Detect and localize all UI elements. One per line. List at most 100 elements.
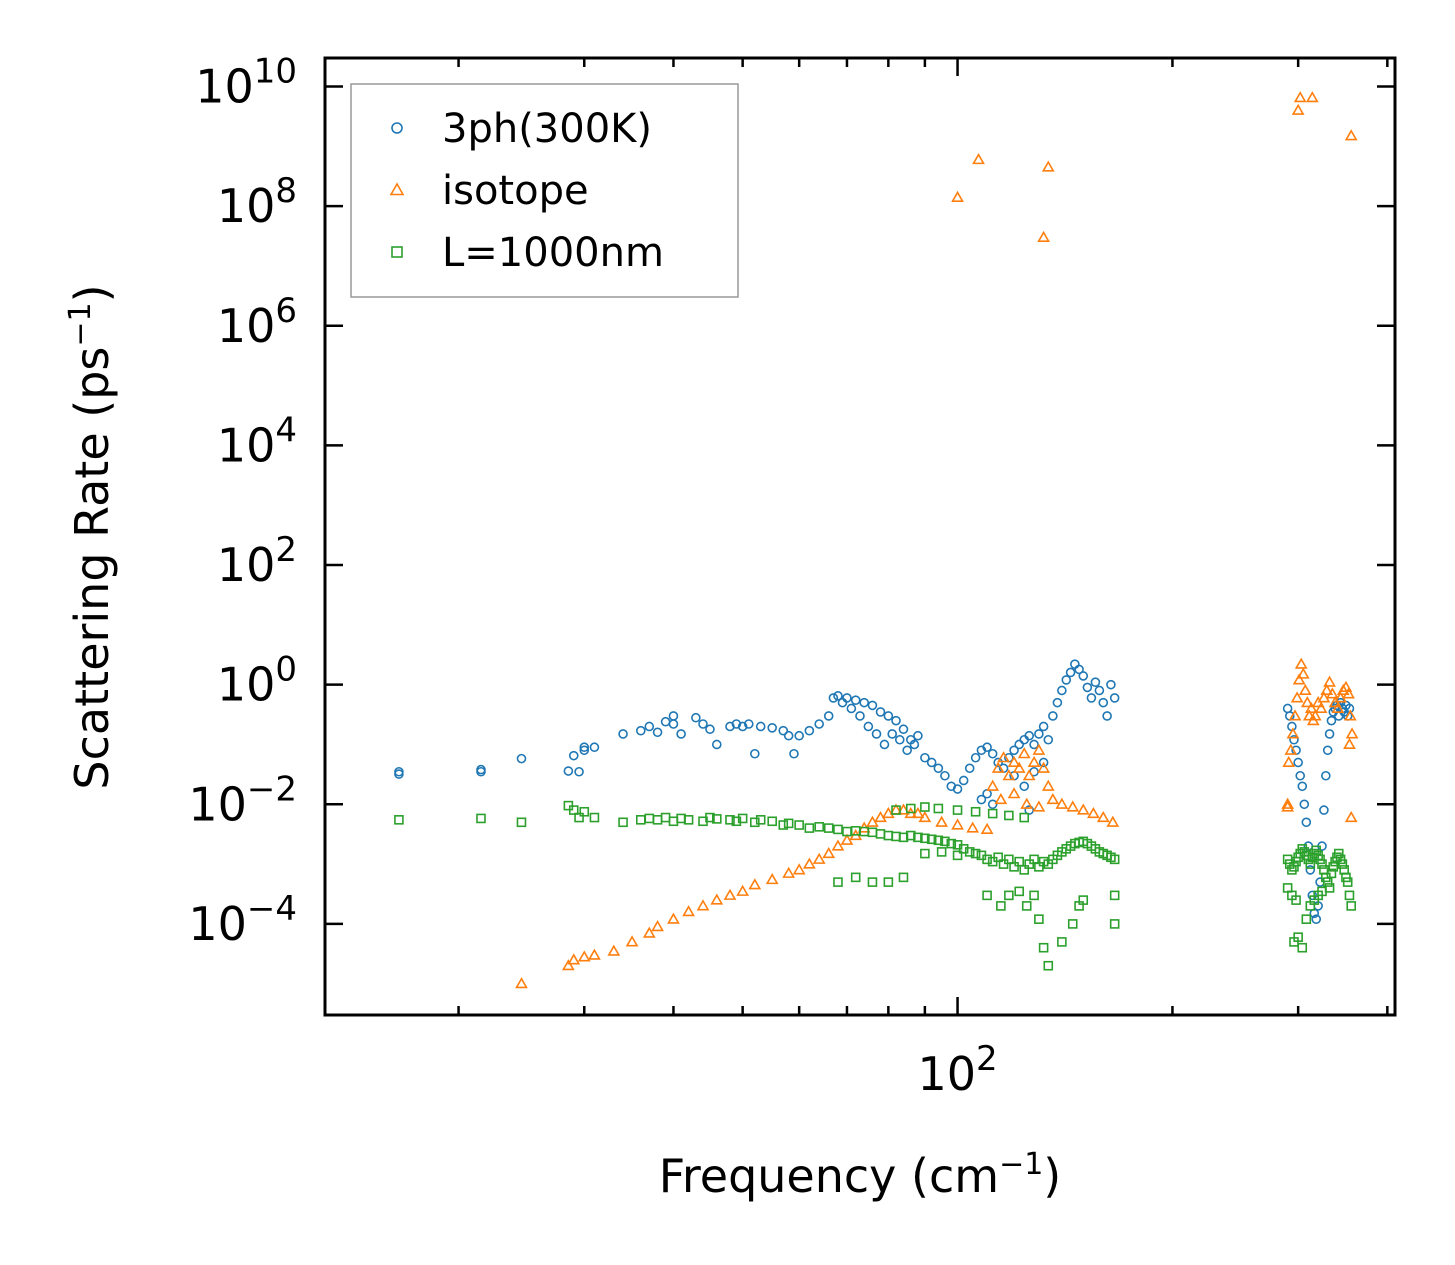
data-point bbox=[476, 813, 486, 824]
data-point bbox=[765, 873, 779, 885]
data-point bbox=[982, 742, 992, 753]
data-point bbox=[1304, 701, 1318, 714]
data-point bbox=[778, 820, 789, 830]
data-point bbox=[1339, 680, 1353, 692]
data-point bbox=[920, 802, 930, 812]
data-point bbox=[1037, 761, 1050, 773]
data-point bbox=[935, 815, 949, 827]
data-point bbox=[1320, 683, 1334, 696]
data-point bbox=[1029, 890, 1039, 901]
data-point bbox=[846, 703, 857, 714]
data-point bbox=[1106, 679, 1116, 690]
data-point bbox=[1346, 901, 1357, 911]
data-point bbox=[1076, 803, 1090, 815]
data-point bbox=[588, 948, 601, 960]
data-point bbox=[1298, 683, 1312, 696]
data-point bbox=[589, 742, 600, 753]
data-point bbox=[651, 920, 664, 932]
data-point bbox=[1022, 769, 1036, 781]
data-point bbox=[891, 715, 901, 726]
data-point bbox=[1333, 848, 1344, 859]
data-point bbox=[804, 823, 815, 833]
data-point bbox=[1004, 854, 1014, 865]
data-point bbox=[1098, 697, 1109, 708]
data-point bbox=[625, 935, 639, 947]
data-point bbox=[567, 953, 581, 965]
data-point bbox=[842, 693, 852, 703]
data-point bbox=[1019, 865, 1030, 875]
data-point bbox=[794, 820, 804, 830]
data-point bbox=[850, 872, 861, 883]
data-point bbox=[682, 905, 695, 917]
data-point bbox=[920, 833, 930, 844]
data-point bbox=[905, 803, 916, 814]
data-point bbox=[563, 766, 574, 776]
data-point bbox=[1284, 743, 1298, 755]
data-point bbox=[1065, 667, 1076, 678]
data-point bbox=[783, 730, 794, 741]
data-point bbox=[1034, 914, 1044, 924]
data-point bbox=[958, 775, 969, 786]
data-point bbox=[1037, 230, 1050, 242]
data-point bbox=[952, 805, 963, 815]
data-point bbox=[1032, 743, 1046, 755]
data-point bbox=[1291, 103, 1305, 115]
data-point bbox=[833, 824, 843, 835]
data-point bbox=[652, 727, 663, 738]
data-point bbox=[1344, 890, 1355, 901]
y-tick-label: 1010 bbox=[195, 52, 297, 114]
data-point bbox=[951, 190, 964, 202]
data-point bbox=[1004, 810, 1014, 821]
data-point bbox=[1281, 800, 1295, 812]
data-point bbox=[991, 761, 1005, 773]
data-point bbox=[867, 877, 878, 887]
data-point bbox=[516, 817, 527, 828]
data-point bbox=[782, 866, 796, 878]
data-point bbox=[1019, 781, 1030, 792]
data-point bbox=[1289, 734, 1299, 745]
data-point bbox=[767, 723, 777, 733]
data-point bbox=[850, 695, 861, 705]
data-point bbox=[1109, 854, 1120, 865]
data-point bbox=[1055, 797, 1069, 809]
data-point bbox=[1041, 779, 1055, 791]
data-point bbox=[1317, 886, 1327, 897]
data-point bbox=[1321, 770, 1331, 781]
data-point bbox=[711, 739, 722, 750]
data-point bbox=[1305, 859, 1316, 869]
data-point bbox=[986, 779, 1000, 791]
data-point bbox=[987, 799, 998, 810]
data-point bbox=[993, 852, 1003, 863]
legend-marker-triangle bbox=[389, 182, 405, 196]
data-point bbox=[1343, 737, 1356, 750]
data-point bbox=[731, 719, 742, 729]
data-point bbox=[1326, 868, 1337, 879]
data-point bbox=[1004, 890, 1014, 901]
data-point bbox=[1305, 865, 1316, 875]
data-point bbox=[737, 721, 748, 732]
data-point bbox=[1301, 817, 1312, 828]
data-point bbox=[1297, 781, 1308, 792]
data-point bbox=[1109, 919, 1120, 929]
data-point bbox=[767, 816, 777, 827]
data-point bbox=[982, 890, 992, 901]
data-point bbox=[607, 944, 621, 956]
data-point bbox=[1294, 657, 1308, 669]
x-tick-label: 102 bbox=[917, 1039, 997, 1101]
data-point bbox=[1019, 812, 1030, 823]
data-point bbox=[723, 888, 737, 900]
data-point bbox=[1288, 709, 1302, 721]
data-point bbox=[814, 822, 824, 832]
data-point bbox=[1078, 671, 1089, 681]
data-point bbox=[833, 877, 843, 887]
data-point bbox=[894, 734, 905, 745]
data-point bbox=[1024, 805, 1034, 815]
data-point bbox=[1331, 701, 1345, 714]
data-point bbox=[1007, 787, 1021, 799]
data-point bbox=[1293, 757, 1303, 768]
data-point bbox=[705, 724, 715, 735]
data-point bbox=[1029, 739, 1039, 750]
data-point bbox=[1290, 691, 1304, 703]
data-point bbox=[579, 745, 590, 756]
data-point bbox=[1029, 854, 1039, 865]
